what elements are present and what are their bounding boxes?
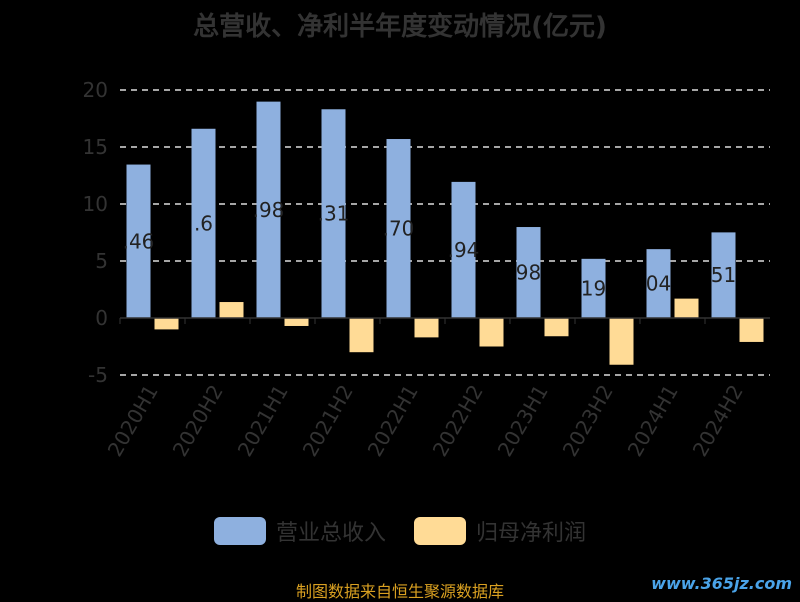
y-tick-label: 20	[83, 78, 108, 102]
y-tick-label: 5	[95, 249, 108, 273]
x-tick-label: 2024H1	[623, 381, 683, 461]
legend-label-revenue: 营业总收入	[275, 521, 386, 546]
bar-data-label: .70	[383, 217, 415, 241]
x-tick-label: 2021H1	[233, 381, 293, 461]
bar-net-profit	[609, 318, 634, 365]
bar-revenue	[711, 232, 736, 318]
x-tick-label: 2021H2	[298, 381, 358, 461]
bar-net-profit	[674, 298, 699, 318]
y-tick-label: -5	[88, 363, 108, 387]
bar-revenue	[191, 128, 216, 318]
legend-item-revenue[interactable]: 营业总收入	[213, 515, 386, 547]
chart-title: 总营收、净利半年度变动情况(亿元)	[193, 12, 607, 42]
bar-data-label: 19	[581, 276, 606, 300]
bar-revenue	[581, 258, 606, 318]
bar-net-profit	[414, 318, 439, 338]
bar-net-profit	[284, 318, 309, 326]
watermark-logo: www.365jz.com	[651, 574, 792, 593]
bar-data-label: .6	[194, 211, 213, 235]
legend-label-net-profit: 归母净利润	[476, 521, 587, 546]
chart-legend: 营业总收入 归母净利润	[0, 515, 800, 547]
bar-net-profit	[219, 302, 244, 318]
bar-net-profit	[154, 318, 179, 330]
bar-data-label: .31	[318, 202, 350, 226]
source-note: 制图数据来自恒生聚源数据库	[295, 582, 504, 601]
bar-revenue	[516, 227, 541, 318]
bar-revenue	[321, 109, 346, 319]
bar-net-profit	[349, 318, 374, 353]
y-tick-label: 15	[83, 135, 108, 159]
x-tick-label: 2022H2	[428, 381, 488, 461]
bar-data-label: 51	[711, 263, 736, 287]
bar-revenue	[646, 249, 671, 318]
y-tick-label: 0	[95, 306, 108, 330]
bar-revenue	[256, 101, 281, 319]
x-tick-label: 2024H2	[688, 381, 748, 461]
y-tick-label: 10	[83, 192, 108, 216]
bar-data-label: 98	[516, 261, 541, 285]
bar-data-label: .46	[123, 229, 155, 253]
x-tick-label: 2023H1	[493, 381, 553, 461]
x-tick-label: 2020H2	[168, 381, 228, 461]
bar-net-profit	[544, 318, 569, 337]
bar-data-label: .94	[448, 238, 480, 262]
legend-swatch-net-profit	[414, 517, 466, 545]
bar-net-profit	[479, 318, 504, 347]
bar-data-label: 04	[646, 272, 671, 296]
x-tick-label: 2023H2	[558, 381, 618, 461]
legend-item-net-profit[interactable]: 归母净利润	[414, 515, 586, 547]
bar-revenue	[126, 164, 151, 318]
bar-data-label: .98	[253, 198, 285, 222]
bar-revenue	[451, 181, 476, 318]
bar-net-profit	[739, 318, 764, 342]
x-tick-label: 2022H1	[363, 381, 423, 461]
bar-revenue	[386, 139, 411, 318]
legend-swatch-revenue	[213, 517, 266, 545]
x-tick-label: 2020H1	[103, 381, 163, 461]
